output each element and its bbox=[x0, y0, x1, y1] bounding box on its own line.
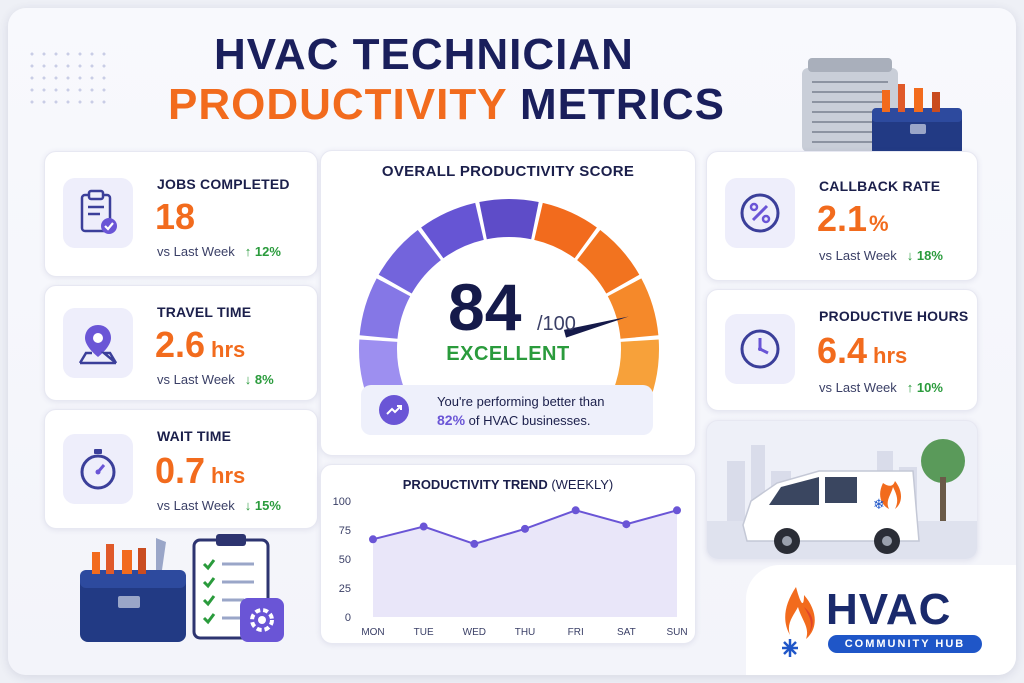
metric-value: 2.6 hrs bbox=[155, 324, 246, 365]
trend-point bbox=[571, 506, 580, 515]
brand-tagline: COMMUNITY HUB bbox=[828, 635, 982, 653]
stopwatch-icon bbox=[63, 434, 133, 504]
trend-point bbox=[369, 535, 377, 544]
metric-card-wait-time: WAIT TIME 0.7 hrs vs Last Week ↓ 15% bbox=[44, 409, 318, 529]
score-max: /100 bbox=[537, 313, 576, 335]
metric-value: 0.7 hrs bbox=[155, 450, 246, 491]
trend-point bbox=[673, 506, 681, 515]
percent-icon bbox=[725, 178, 795, 248]
delta-down: ↓ 15% bbox=[244, 498, 281, 513]
x-tick-label: FRI bbox=[568, 627, 584, 638]
trend-point bbox=[622, 520, 631, 529]
score-rating: EXCELLENT bbox=[446, 343, 570, 365]
metric-compare: vs Last Week ↑ 10% bbox=[819, 380, 943, 395]
infographic-frame: HVAC TECHNICIAN PRODUCTIVITY METRICS bbox=[8, 8, 1016, 675]
metric-card-travel-time: TRAVEL TIME 2.6 hrs vs Last Week ↓ 8% bbox=[44, 285, 318, 401]
gauge-segment bbox=[577, 229, 640, 294]
y-tick-label: 100 bbox=[333, 496, 351, 508]
delta-up: ↑ 12% bbox=[244, 244, 281, 259]
score-value: 84 bbox=[448, 270, 522, 344]
x-tick-label: TUE bbox=[414, 627, 434, 638]
trend-chart: 100 75 50 25 0 MON TUE WED THU FRI SAT SUN bbox=[333, 496, 688, 638]
metric-value: 6.4 hrs bbox=[817, 330, 908, 371]
brand-name: HVAC bbox=[826, 585, 952, 634]
x-tick-label: MON bbox=[361, 627, 384, 638]
metric-compare: vs Last Week ↑ 12% bbox=[157, 244, 281, 259]
svg-text:❄: ❄ bbox=[873, 497, 885, 513]
metric-card-jobs-completed: JOBS COMPLETED 18 vs Last Week ↑ 12% bbox=[44, 151, 318, 277]
gauge-title: OVERALL PRODUCTIVITY SCORE bbox=[381, 163, 635, 180]
brand-badge: HVAC COMMUNITY HUB bbox=[746, 565, 1016, 675]
x-tick-label: THU bbox=[515, 627, 536, 638]
clipboard-check-icon bbox=[63, 178, 133, 248]
x-tick-label: SAT bbox=[617, 627, 636, 638]
trend-point bbox=[470, 539, 479, 548]
chart-title: PRODUCTIVITY TREND (WEEKLY) bbox=[402, 477, 614, 492]
y-tick-label: 50 bbox=[339, 554, 351, 566]
delta-down: ↓ 8% bbox=[244, 372, 274, 387]
gauge-needle bbox=[563, 316, 629, 338]
trend-up-icon bbox=[379, 395, 409, 425]
gauge-segment bbox=[614, 339, 659, 399]
gauge-segment bbox=[359, 278, 411, 339]
x-tick-label: SUN bbox=[666, 627, 687, 638]
title-rest: METRICS bbox=[520, 80, 726, 129]
metric-label: JOBS COMPLETED bbox=[157, 176, 290, 192]
gauge-segment bbox=[607, 278, 659, 339]
metric-value: 2.1% bbox=[817, 198, 889, 239]
trend-point bbox=[521, 524, 529, 533]
metric-compare: vs Last Week ↓ 18% bbox=[819, 248, 943, 263]
benchmark-note: You're performing better than 82% of HVA… bbox=[361, 385, 653, 435]
clock-icon bbox=[725, 314, 795, 384]
metric-card-callback-rate: CALLBACK RATE 2.1% vs Last Week ↓ 18% bbox=[706, 151, 978, 281]
metric-label: WAIT TIME bbox=[157, 428, 232, 444]
delta-up: ↑ 10% bbox=[906, 380, 943, 395]
flame-snowflake-logo-icon bbox=[782, 587, 815, 657]
title-line-2: PRODUCTIVITY METRICS bbox=[168, 80, 1016, 130]
gauge-segment bbox=[378, 229, 441, 294]
y-tick-label: 0 bbox=[345, 612, 351, 624]
trend-chart-card: PRODUCTIVITY TREND (WEEKLY) 100 75 50 25 0 MO… bbox=[320, 464, 696, 644]
metric-label: TRAVEL TIME bbox=[157, 304, 252, 320]
trend-point bbox=[419, 522, 428, 531]
productivity-gauge bbox=[359, 199, 659, 399]
y-tick-label: 75 bbox=[339, 525, 351, 537]
decorative-dots bbox=[26, 48, 106, 108]
x-tick-label: WED bbox=[463, 627, 486, 638]
title-line-1: HVAC TECHNICIAN bbox=[214, 30, 634, 79]
map-pin-icon bbox=[63, 308, 133, 378]
y-tick-label: 25 bbox=[339, 583, 351, 595]
benchmark-line-1: You're performing better than bbox=[437, 394, 605, 409]
title-accent: PRODUCTIVITY bbox=[168, 80, 507, 129]
ac-unit-toolbox-illustration bbox=[802, 58, 962, 156]
metric-label: CALLBACK RATE bbox=[819, 178, 941, 194]
metric-compare: vs Last Week ↓ 15% bbox=[157, 498, 281, 513]
service-van-illustration: ❄ bbox=[706, 420, 978, 560]
gauge-card: OVERALL PRODUCTIVITY SCORE 84 /100 EXCEL… bbox=[320, 150, 696, 456]
delta-down: ↓ 18% bbox=[906, 248, 943, 263]
metric-value: 18 bbox=[155, 196, 196, 237]
metric-card-productive-hours: PRODUCTIVE HOURS 6.4 hrs vs Last Week ↑ 10… bbox=[706, 289, 978, 411]
metric-label: PRODUCTIVE HOURS bbox=[819, 308, 969, 324]
gauge-segment bbox=[359, 339, 404, 399]
gauge-segment bbox=[534, 202, 597, 259]
gauge-segment bbox=[421, 202, 484, 259]
benchmark-line-2: 82% of HVAC businesses. bbox=[437, 412, 591, 428]
trend-area bbox=[373, 510, 677, 617]
gauge-segment bbox=[479, 199, 539, 240]
metric-compare: vs Last Week ↓ 8% bbox=[157, 372, 274, 387]
toolbox-checklist-illustration bbox=[80, 534, 284, 642]
